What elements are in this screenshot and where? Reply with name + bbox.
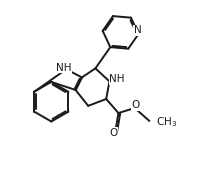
Text: NH: NH — [56, 63, 72, 73]
Text: CH$_3$: CH$_3$ — [156, 116, 178, 129]
Text: NH: NH — [109, 74, 125, 84]
Text: O: O — [109, 128, 117, 138]
Text: N: N — [134, 25, 141, 35]
Text: O: O — [131, 100, 139, 111]
